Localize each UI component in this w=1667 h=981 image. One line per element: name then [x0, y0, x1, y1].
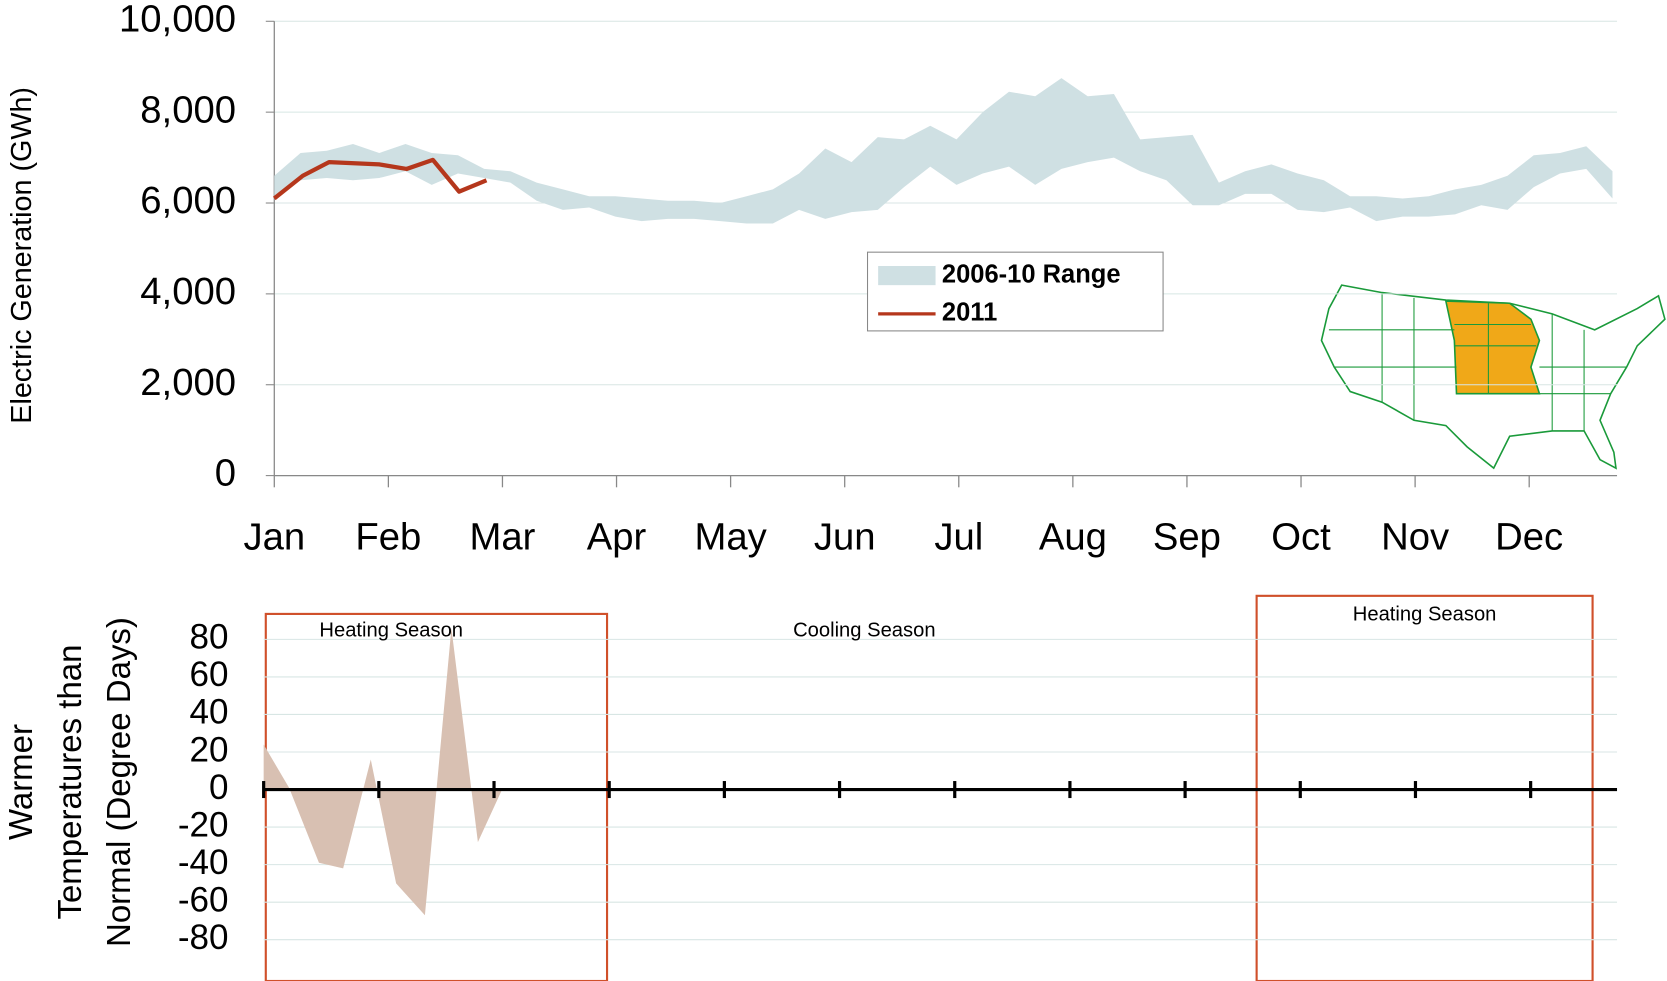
y-tick-label: 60 — [190, 655, 229, 694]
x-tick-label: Mar — [470, 516, 536, 559]
x-tick-label: Nov — [1381, 516, 1449, 559]
y-tick-label: 0 — [215, 452, 236, 495]
y-tick-label: 10,000 — [119, 0, 236, 40]
x-tick-label: Sep — [1153, 516, 1221, 559]
x-tick-label: Dec — [1495, 516, 1563, 559]
x-tick-label: Aug — [1039, 516, 1107, 559]
y-axis-label: Temperatures than — [51, 645, 88, 920]
y-tick-label: 8,000 — [140, 88, 236, 131]
y-axis-label: Warmer — [2, 724, 39, 840]
x-tick-label: Jan — [243, 516, 305, 559]
y-tick-label: -80 — [178, 918, 229, 957]
y-tick-label: 80 — [190, 618, 229, 657]
legend-swatch — [878, 265, 936, 286]
range-band — [274, 78, 1613, 224]
y-axis-label: Electric Generation (GWh) — [6, 87, 38, 424]
y-tick-label: 40 — [190, 693, 229, 732]
y-tick-label: 4,000 — [140, 270, 236, 313]
legend-box — [866, 251, 1164, 332]
y-tick-label: -20 — [178, 805, 229, 844]
y-tick-label: -40 — [178, 843, 229, 882]
legend-label: 2011 — [942, 299, 997, 327]
annotation: Heating Season — [1353, 603, 1497, 625]
season-box — [264, 612, 609, 981]
y-tick-label: 2,000 — [140, 361, 236, 404]
annotation: Heating Season — [319, 619, 463, 641]
annotation: Cooling Season — [793, 619, 935, 641]
x-tick-label: Feb — [355, 516, 421, 559]
legend-label: 2006-10 Range — [942, 260, 1121, 288]
x-tick-label: May — [694, 516, 767, 559]
y-tick-label: -60 — [178, 880, 229, 919]
x-tick-label: Jul — [934, 516, 983, 559]
map-inset — [1320, 284, 1666, 470]
y-tick-label: 6,000 — [140, 179, 236, 222]
y-axis-label: Normal (Degree Days) — [100, 617, 137, 947]
series-line — [272, 157, 488, 201]
x-tick-label: Jun — [814, 516, 876, 559]
y-tick-label: 0 — [209, 768, 229, 807]
x-tick-label: Apr — [587, 516, 647, 559]
x-tick-label: Oct — [1271, 516, 1331, 559]
area — [263, 628, 503, 916]
y-tick-label: 20 — [190, 730, 229, 769]
